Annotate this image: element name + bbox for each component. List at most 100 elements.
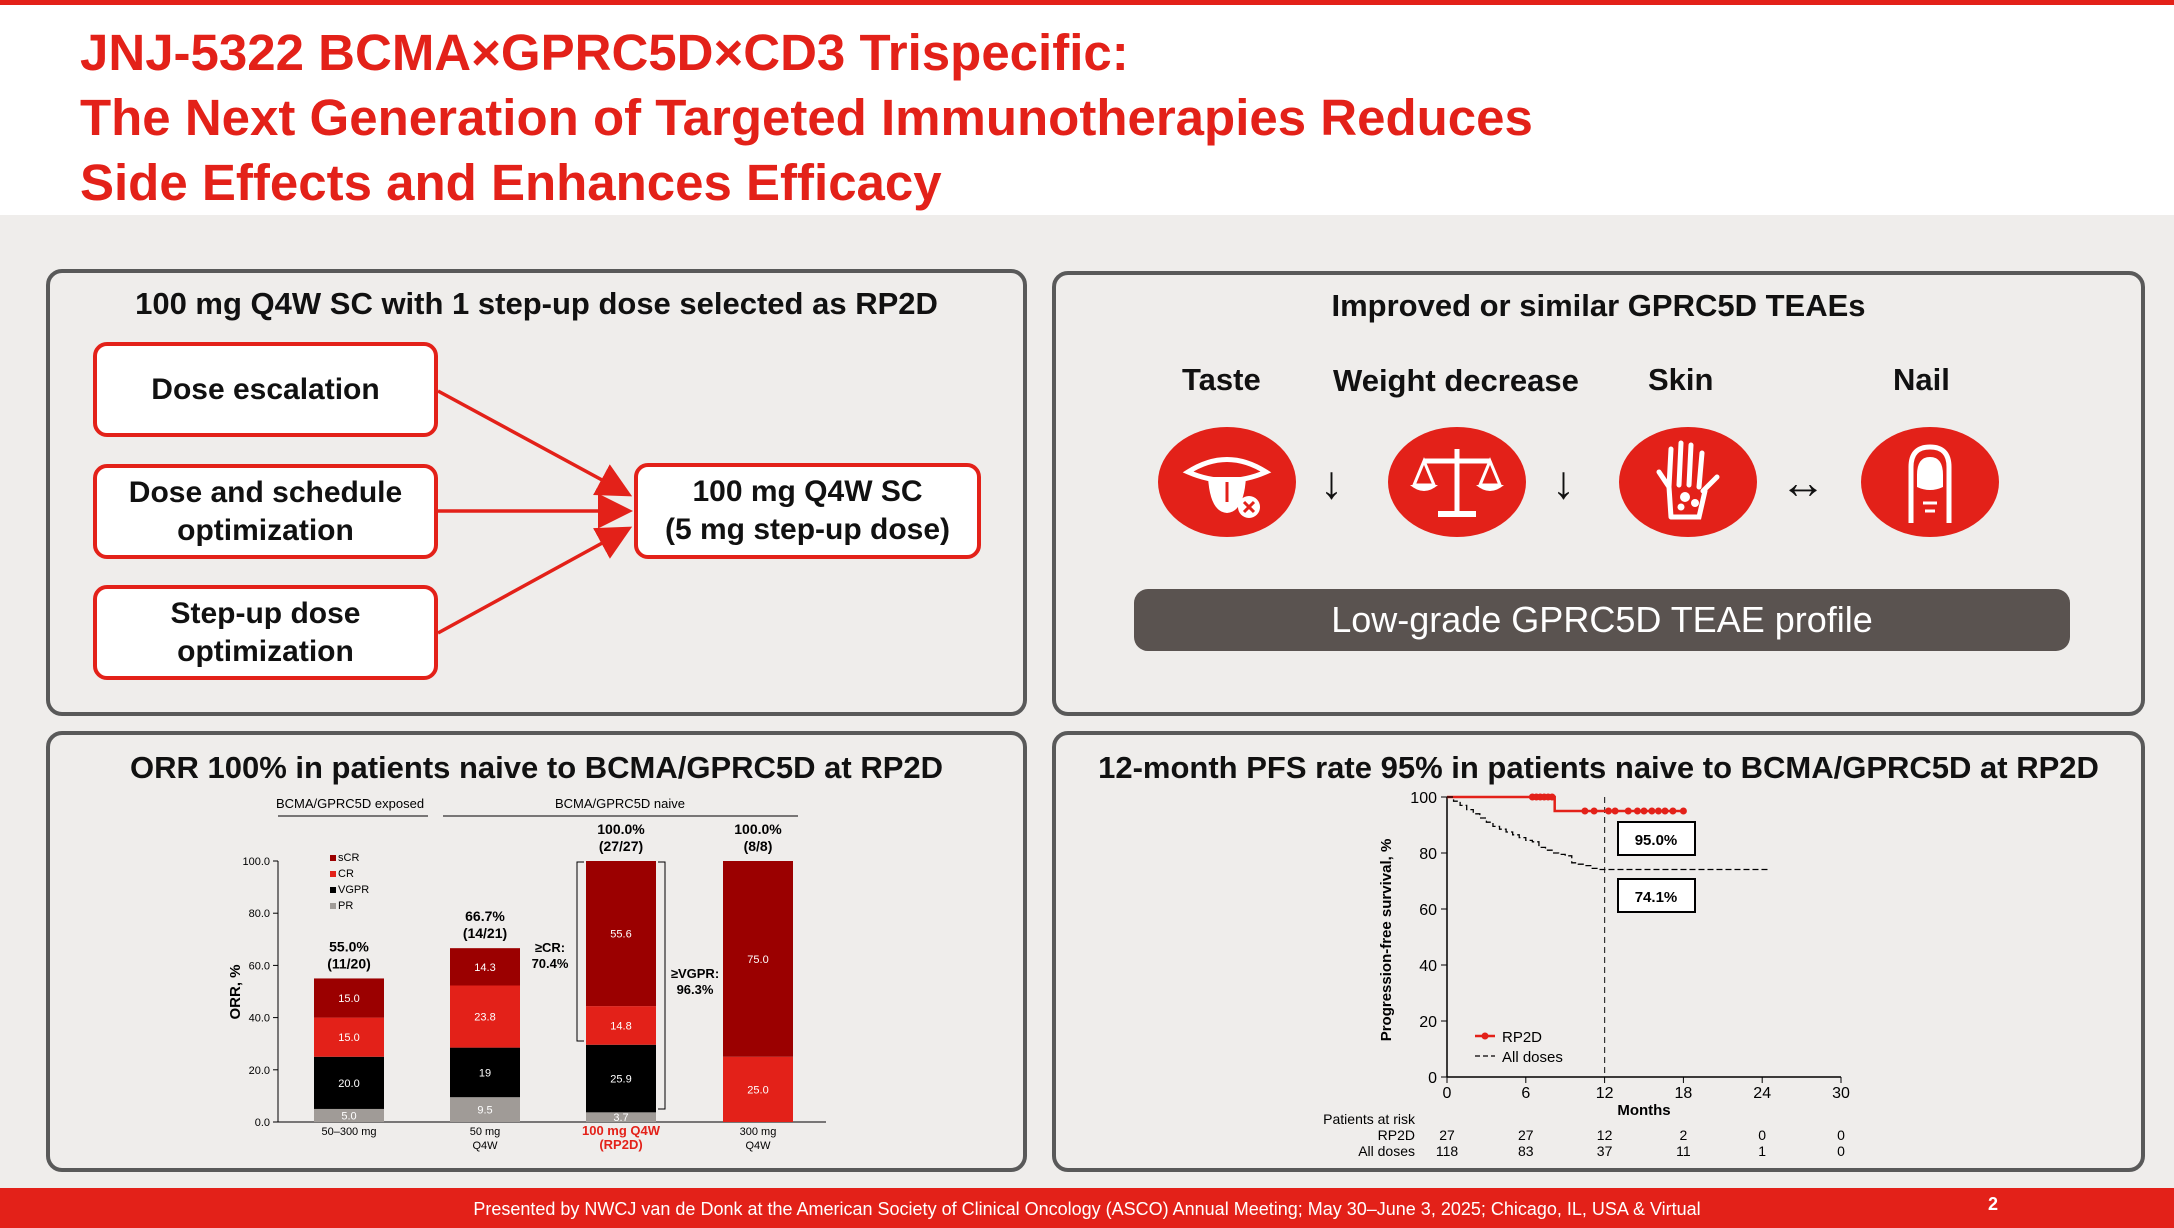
teae-profile-bar: Low-grade GPRC5D TEAE profile [1134, 589, 2070, 651]
weight-label: Weight decrease [1333, 363, 1579, 398]
orr-bar-segment [450, 985, 520, 1048]
pfs-title: 12-month PFS rate 95% in patients naive … [1098, 750, 2099, 785]
stepup-optimization-box: Step-up dose optimization [93, 585, 438, 680]
slide-title-line-2: The Next Generation of Targeted Immunoth… [80, 89, 1533, 146]
orr-vgpr-bracket [658, 861, 666, 1110]
orr-bar-segment [723, 861, 793, 1057]
orr-category-label: 100 mg Q4W [582, 1123, 661, 1138]
pfs-y-axis-label: Progression-free survival, % [1378, 839, 1395, 1042]
risk-table-value: 0 [1837, 1143, 1845, 1159]
pfs-y-tick-label: 40 [1419, 958, 1437, 975]
risk-table-value: 83 [1518, 1143, 1534, 1159]
orr-segment-label: 3.7 [613, 1112, 628, 1124]
pfs-y-tick-label: 0 [1428, 1070, 1437, 1087]
orr-bar-segment [586, 1044, 656, 1113]
orr-legend-label: PR [338, 900, 353, 912]
pfs-legend-rp2d-marker [1481, 1032, 1489, 1040]
orr-category-label: 50 mg [470, 1126, 501, 1138]
pfs-censor-mark [1648, 807, 1656, 815]
skin-label: Skin [1648, 362, 1714, 397]
pfs-x-axis-label: Months [1617, 1102, 1670, 1119]
orr-vgpr-annotation: ≥VGPR: [671, 966, 719, 981]
orr-total-label: (11/20) [327, 955, 371, 971]
weight-trend-arrow: ↓ [1552, 456, 1575, 508]
orr-bar-segment [450, 1047, 520, 1098]
pfs-censor-mark [1624, 807, 1632, 815]
risk-table-value: 0 [1837, 1127, 1845, 1143]
rp2d-result-box: 100 mg Q4W SC (5 mg step-up dose) [634, 463, 981, 559]
orr-group-label: BCMA/GPRC5D naive [555, 796, 685, 811]
footer-citation: Presented by NWCJ van de Donk at the Ame… [473, 1199, 1701, 1219]
pfs-x-tick-label: 30 [1832, 1085, 1850, 1102]
risk-table-value: 27 [1518, 1127, 1534, 1143]
risk-table-value: 118 [1436, 1143, 1459, 1159]
pfs-x-tick-label: 24 [1753, 1085, 1771, 1102]
pfs-censor-mark [1548, 793, 1556, 801]
pfs-y-tick-label: 60 [1419, 902, 1437, 919]
arrow-stepup [437, 526, 633, 635]
risk-table-value: 12 [1597, 1127, 1613, 1143]
top-accent-line [0, 0, 2174, 5]
pfs-y-tick-label: 20 [1419, 1014, 1437, 1031]
pfs-censor-mark [1611, 807, 1619, 815]
orr-segment-label: 20.0 [338, 1078, 359, 1090]
orr-y-tick-label: 60.0 [249, 960, 270, 972]
orr-legend-label: sCR [338, 852, 359, 864]
pfs-all-doses-curve [1447, 796, 1769, 871]
orr-group-label: BCMA/GPRC5D exposed [276, 796, 424, 811]
skin-trend-arrow: ↔ [1780, 456, 1826, 508]
orr-segment-label: 55.6 [610, 929, 631, 941]
pfs-censor-mark [1669, 807, 1677, 815]
risk-table-header: Patients at risk [1323, 1111, 1416, 1127]
orr-legend-label: VGPR [338, 884, 369, 896]
orr-y-tick-label: 0.0 [255, 1117, 270, 1129]
orr-bar-segment [314, 1017, 384, 1057]
orr-segment-label: 15.0 [338, 993, 359, 1005]
pfs-censor-mark [1633, 807, 1641, 815]
pfs-y-tick-label: 100 [1410, 790, 1437, 807]
orr-bar-segment [314, 1056, 384, 1109]
orr-total-label: 100.0% [597, 821, 645, 837]
orr-bar-segment [450, 1097, 520, 1122]
slide-header: JNJ-5322 BCMA×GPRC5D×CD3 Trispecific: Th… [0, 5, 2174, 215]
orr-legend-swatch [330, 903, 336, 909]
orr-category-label: 50–300 mg [321, 1126, 376, 1138]
orr-category-label: Q4W [745, 1140, 771, 1152]
pfs-rp2d-rate-box [1617, 821, 1696, 856]
orr-bar-segment [723, 1056, 793, 1122]
orr-y-tick-label: 100.0 [242, 856, 270, 868]
dose-schedule-optimization-box: Dose and schedule optimization [93, 464, 438, 559]
pfs-all-doses-rate-box [1617, 878, 1696, 913]
taste-trend-arrow: ↓ [1320, 456, 1343, 508]
orr-bar-segment [314, 978, 384, 1018]
orr-y-tick-label: 80.0 [249, 908, 270, 920]
pfs-rp2d-curve [1447, 795, 1684, 813]
pfs-rp2d-rate-label: 95.0% [1635, 832, 1678, 849]
orr-vgpr-annotation: 96.3% [677, 982, 714, 997]
dose-escalation-box: Dose escalation [93, 342, 438, 437]
pfs-panel: 12-month PFS rate 95% in patients naive … [1052, 731, 2145, 1172]
risk-table-value: 2 [1680, 1127, 1688, 1143]
pfs-censor-mark [1679, 807, 1687, 815]
risk-table-value: 1 [1758, 1143, 1766, 1159]
risk-table-value: 11 [1676, 1143, 1691, 1159]
pfs-censor-mark [1590, 807, 1598, 815]
pfs-x-tick-label: 0 [1443, 1085, 1452, 1102]
pfs-y-tick-label: 80 [1419, 846, 1437, 863]
orr-y-tick-label: 20.0 [249, 1065, 270, 1077]
orr-segment-label: 14.3 [474, 962, 495, 974]
slide-title-line-1: JNJ-5322 BCMA×GPRC5D×CD3 Trispecific: [80, 24, 1129, 81]
orr-legend-swatch [330, 871, 336, 877]
orr-category-label: Q4W [472, 1140, 498, 1152]
orr-segment-label: 23.8 [474, 1012, 495, 1024]
dose-selection-title: 100 mg Q4W SC with 1 step-up dose select… [135, 286, 938, 321]
pfs-x-tick-label: 12 [1596, 1085, 1614, 1102]
risk-table-row-label: RP2D [1378, 1127, 1415, 1143]
pfs-censor-mark [1581, 807, 1589, 815]
orr-legend-label: CR [338, 868, 354, 880]
orr-total-label: 55.0% [329, 938, 369, 954]
orr-y-tick-label: 40.0 [249, 1013, 270, 1025]
pfs-x-tick-label: 6 [1521, 1085, 1530, 1102]
